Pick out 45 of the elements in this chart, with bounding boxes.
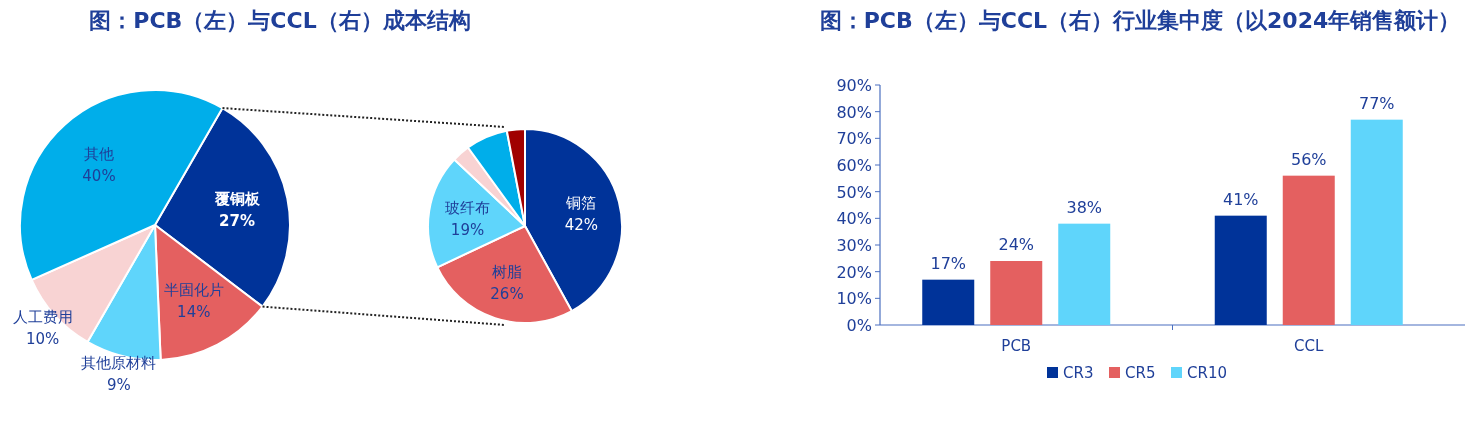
- data-label: 14%: [177, 303, 211, 322]
- chart-title: 图：PCB（左）与CCL（右）行业集中度（以2024年销售额计）: [818, 8, 1462, 34]
- data-label: 17%: [930, 253, 967, 273]
- y-tick-label: 20%: [836, 262, 872, 282]
- slice-label: 其他: [83, 144, 114, 163]
- bar: [990, 261, 1043, 325]
- data-label: 26%: [490, 285, 524, 304]
- data-label: 41%: [1222, 189, 1259, 209]
- y-tick-label: 50%: [836, 182, 872, 202]
- data-label: 40%: [82, 166, 116, 185]
- bar: [1282, 175, 1335, 325]
- slice-label: 人工费用: [12, 308, 73, 327]
- legend-label: CR5: [1125, 364, 1156, 382]
- legend-label: CR10: [1187, 364, 1227, 382]
- x-tick-label: PCB: [1001, 337, 1032, 355]
- slice-label: 铜箔: [565, 193, 597, 212]
- y-tick-label: 70%: [836, 129, 872, 149]
- legend-label: CR3: [1063, 364, 1094, 382]
- bar: [1214, 215, 1267, 325]
- slice-label: 树脂: [492, 263, 523, 282]
- y-tick-label: 90%: [836, 76, 872, 95]
- slice-label: 覆铜板: [213, 190, 261, 209]
- slice-label: 其他原材料: [81, 353, 157, 372]
- chart-title: 图：PCB（左）与CCL（右）成本结构: [88, 8, 472, 34]
- bar: [1058, 223, 1111, 325]
- data-label: 9%: [107, 375, 131, 394]
- data-label: 27%: [219, 212, 255, 231]
- data-label: 19%: [450, 220, 485, 239]
- y-tick-label: 10%: [836, 289, 872, 309]
- bar: [1350, 119, 1403, 325]
- data-label: 10%: [25, 330, 60, 349]
- y-tick-label: 0%: [846, 316, 872, 335]
- data-label: 56%: [1290, 149, 1327, 169]
- data-label: 24%: [998, 235, 1035, 254]
- y-tick-label: 80%: [836, 102, 872, 122]
- data-label: 38%: [1066, 197, 1103, 217]
- y-tick-label: 30%: [836, 236, 872, 255]
- y-tick-label: 40%: [836, 209, 872, 229]
- slice-label: 半固化片: [163, 281, 224, 300]
- data-label: 77%: [1358, 93, 1395, 113]
- y-tick-label: 60%: [836, 156, 872, 175]
- x-tick-label: CCL: [1294, 337, 1325, 355]
- slice-label: 玻纤布: [445, 198, 491, 217]
- bar: [922, 279, 975, 325]
- data-label: 42%: [564, 215, 599, 234]
